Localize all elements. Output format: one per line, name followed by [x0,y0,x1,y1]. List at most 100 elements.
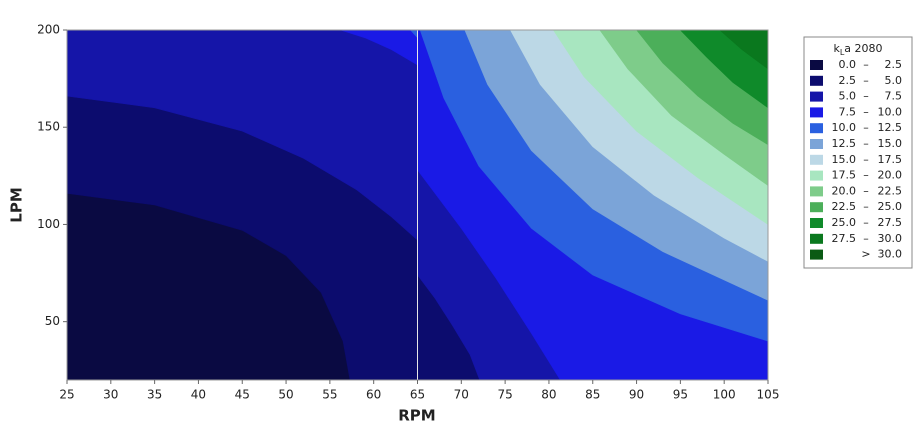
legend-title-rest: a 2080 [844,42,882,55]
legend-from: 5.0 [839,90,857,103]
axes: 25 30 35 40 45 50 55 60 65 70 75 80 85 90 95 100 105 50 10… [37,23,779,402]
legend-separator: – [863,121,869,134]
legend-from: 10.0 [832,121,857,134]
y-axis-title: LPM [8,187,26,222]
contour-line [464,30,768,301]
contour-line [417,169,561,380]
x-tick-label: 45 [235,388,250,402]
x-tick-label: 25 [59,388,74,402]
legend-to: 17.5 [878,153,903,166]
legend-from: 7.5 [839,105,857,118]
legend-separator: – [863,216,869,229]
legend-separator: – [863,169,869,182]
contour-line [510,30,768,262]
legend-from: 27.5 [832,232,857,245]
legend-swatch [810,123,823,134]
legend-swatch [810,107,823,118]
x-tick-label: 70 [454,388,469,402]
y-tick-label: 100 [37,217,60,231]
legend-symbol: > [861,248,870,261]
x-tick-label: 60 [366,388,381,402]
legend-to: 20.0 [878,169,903,182]
contour-line [719,30,768,70]
legend-separator: – [863,90,869,103]
x-tick-label: 95 [673,388,688,402]
panel [417,30,768,380]
x-tick-label: 100 [713,388,736,402]
contour-line [417,274,480,380]
x-axis-title: RPM [398,407,435,425]
contour-line [636,30,768,145]
legend-swatch [810,139,823,149]
legend-to: 5.0 [885,74,903,87]
legend: 0.0–2.52.5–5.05.0–7.57.5–10.010.0–12.512… [810,58,902,261]
x-tick-label: 75 [497,388,512,402]
contour-line [680,30,768,109]
legend-from: 0.0 [839,58,857,71]
legend-swatch [810,186,823,197]
contour-band [67,30,417,240]
contour-band [719,30,768,69]
legend-title-main: k [833,42,840,55]
legend-from: 15.0 [832,153,857,166]
legend-swatch [810,202,823,213]
legend-swatch [810,218,823,228]
plot-area [67,30,768,380]
legend-to: 12.5 [878,121,903,134]
contour-line [553,30,768,225]
legend-title-sub: L [840,48,845,57]
panel [67,30,417,380]
legend-to: 15.0 [878,137,903,150]
legend-to: 27.5 [878,216,903,229]
legend-from: 20.0 [832,184,857,197]
x-tick-label: 90 [629,388,644,402]
legend-separator: – [863,184,869,197]
legend-swatch [810,91,823,102]
legend-to: 30.0 [878,232,903,245]
legend-to: 7.5 [885,90,903,103]
contour-line [599,30,768,186]
x-tick-label: 50 [278,388,293,402]
contour-line [67,193,351,380]
contour-line [419,30,768,342]
x-tick-label: 105 [757,388,780,402]
legend-from: 22.5 [832,200,857,213]
x-tick-label: 40 [191,388,206,402]
legend-box [803,36,913,269]
legend-swatch [810,233,823,244]
legend-swatch [810,170,823,181]
legend-swatch [810,75,823,86]
legend-from: 12.5 [832,137,857,150]
legend-to: 25.0 [878,200,903,213]
x-tick-label: 85 [585,388,600,402]
legend-to: 22.5 [878,184,903,197]
legend-title: kLa 2080 [833,42,882,57]
legend-to: 2.5 [885,58,903,71]
x-tick-label: 80 [541,388,556,402]
legend-swatch [810,249,823,260]
contour-line [67,95,417,240]
legend-separator: – [863,58,869,71]
y-tick-label: 150 [37,120,60,134]
legend-from: 30.0 [878,248,903,261]
legend-swatch [810,154,823,165]
x-tick-label: 55 [322,388,337,402]
legend-separator: – [863,153,869,166]
contour-line [410,30,417,38]
legend-to: 10.0 [878,105,903,118]
x-tick-label: 30 [103,388,118,402]
y-tick-label: 200 [37,23,60,37]
legend-swatch [810,60,823,70]
legend-separator: – [863,232,869,245]
legend-from: 2.5 [839,74,857,87]
legend-separator: – [863,74,869,87]
contour-band [410,30,417,38]
legend-from: 17.5 [832,169,857,182]
legend-separator: – [863,105,869,118]
contour-band [340,30,417,65]
legend-from: 25.0 [832,216,857,229]
legend-separator: – [863,200,869,213]
x-tick-label: 65 [410,388,425,402]
legend-separator: – [863,137,869,150]
